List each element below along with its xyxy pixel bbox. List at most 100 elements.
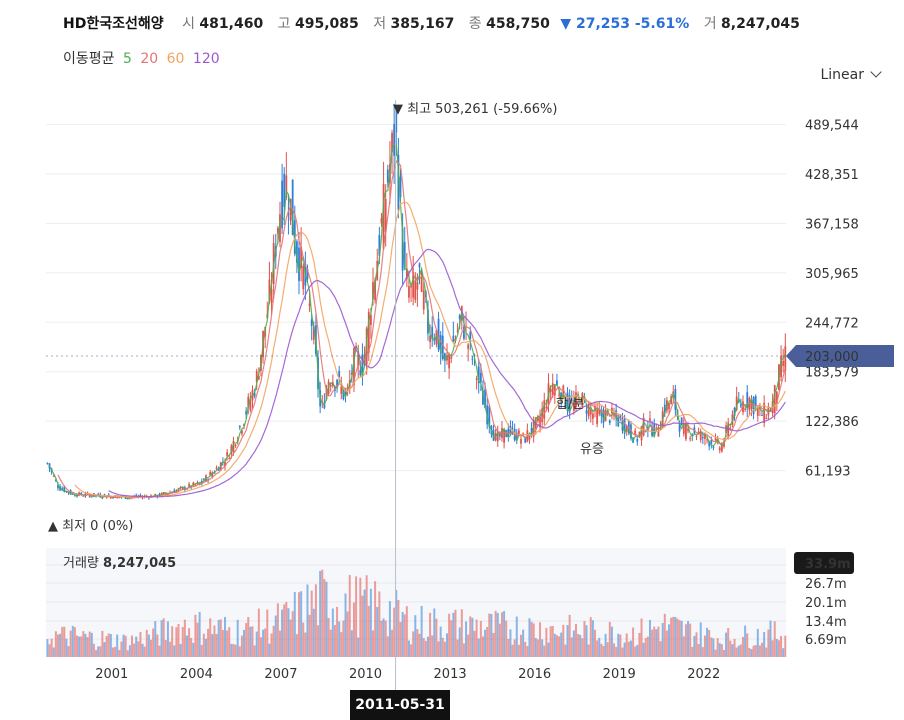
volume-bar (158, 645, 161, 657)
volume-bar (192, 642, 195, 657)
volume-bar (276, 603, 279, 657)
y-tick-label: 305,965 (805, 267, 859, 282)
candle-body (437, 318, 440, 350)
candle-body (634, 430, 637, 435)
volume-bar (59, 633, 62, 657)
ma120-legend[interactable]: 120 (192, 51, 220, 67)
candle-body (61, 488, 64, 490)
candle-body (642, 417, 645, 436)
candle-body (207, 479, 209, 481)
moving-average-legend: 이동평균 5 20 60 120 (63, 48, 224, 68)
candle-body (572, 400, 575, 411)
candle-body (630, 424, 632, 439)
candle-body (625, 426, 628, 432)
volume-bar (479, 620, 482, 657)
volume-bar (608, 621, 611, 657)
candle-body (401, 228, 404, 271)
volume-bar (410, 644, 413, 657)
volume-bar (120, 641, 123, 657)
candle-body (405, 269, 408, 280)
volume-bar (722, 649, 725, 657)
candle-body (279, 214, 281, 242)
volume-bar (543, 645, 546, 657)
ma5-legend[interactable]: 5 (122, 51, 132, 67)
volume-bar (88, 631, 91, 657)
volume-bar (122, 634, 125, 657)
volume-bar (703, 635, 706, 657)
volume-bar (714, 649, 717, 657)
volume-bar (372, 630, 375, 657)
x-tick-label: 2016 (518, 667, 551, 682)
candle-body (238, 425, 241, 428)
y-tick-label: 428,351 (805, 168, 859, 183)
volume-bar (528, 618, 531, 657)
volume-tick-label: 6.69m (805, 633, 847, 648)
volume-bar (226, 630, 229, 657)
candle-body (701, 437, 704, 439)
volume-bar (784, 635, 787, 657)
volume-bar (454, 609, 457, 657)
candle-body (556, 380, 558, 386)
candle-body (668, 403, 670, 410)
volume-bar (185, 635, 188, 657)
candle-body (587, 405, 590, 417)
volume-bar (481, 636, 484, 657)
close-label: 종 (468, 16, 482, 32)
volume-bar (623, 642, 626, 657)
candle-body (589, 409, 592, 415)
ma20-legend[interactable]: 20 (140, 51, 159, 67)
candle-body (224, 462, 226, 467)
candle-body (735, 396, 738, 410)
candle-body (414, 280, 417, 300)
volume-bar (147, 634, 150, 657)
volume-bar (304, 632, 307, 657)
candle-body (367, 311, 370, 353)
candle-body (503, 428, 505, 443)
volume-bar (63, 626, 66, 657)
candle-body (657, 430, 660, 437)
candle-body (395, 111, 398, 133)
volume-bar (295, 634, 298, 657)
volume-bar (154, 621, 157, 657)
candle-body (723, 441, 725, 447)
volume-bar (682, 636, 685, 657)
volume-bar (733, 638, 736, 657)
x-tick-label: 2019 (603, 667, 636, 682)
volume-bar (684, 624, 687, 657)
volume-bar (71, 625, 74, 657)
ma60-legend[interactable]: 60 (166, 51, 185, 67)
candle-body (598, 409, 601, 415)
volume-bar (124, 635, 127, 657)
candle-body (245, 411, 248, 415)
volume-panel-label: 거래량 8,247,045 (63, 556, 176, 571)
volume-bar (429, 612, 432, 657)
candle-body (680, 417, 683, 426)
volume-bar (443, 641, 446, 657)
volume-bar (773, 621, 776, 657)
volume-bar (627, 641, 630, 657)
volume-bar (65, 638, 68, 657)
candle-body (564, 403, 567, 409)
volume-bar (255, 631, 258, 657)
volume-bar (456, 639, 459, 657)
volume-bar (130, 635, 133, 657)
volume-bar (735, 647, 738, 657)
volume-bar (175, 627, 178, 657)
volume-bar (86, 637, 89, 657)
candle-body (699, 430, 702, 441)
volume-bar (617, 633, 620, 657)
volume-bar (687, 621, 690, 657)
volume-panel-value: 8,247,045 (103, 556, 176, 571)
candle-body (492, 429, 495, 441)
candle-body (52, 475, 55, 477)
volume-bar (602, 645, 605, 657)
volume-bar (744, 625, 747, 657)
candle-body (482, 390, 484, 405)
volume-bar (505, 620, 508, 657)
scale-toggle[interactable]: Linear (820, 66, 882, 83)
volume-bar (574, 623, 577, 657)
candle-body (241, 430, 243, 434)
volume-bar (689, 623, 692, 657)
volume-bar (196, 622, 199, 657)
